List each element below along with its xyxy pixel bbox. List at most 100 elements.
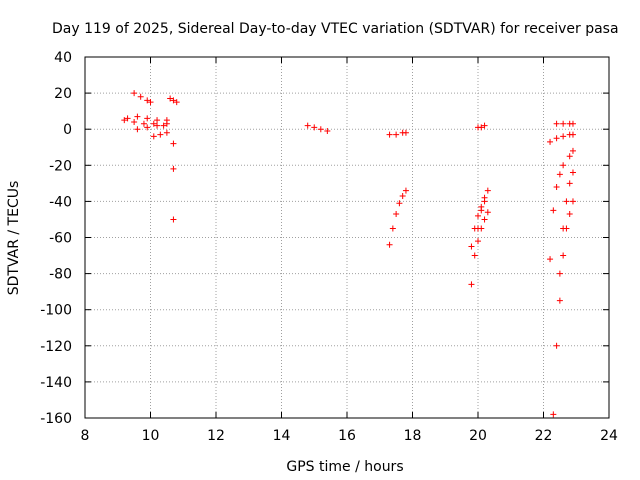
data-point [311, 124, 318, 131]
data-point [556, 270, 563, 277]
y-tick-label: -80 [49, 267, 72, 283]
data-point [154, 117, 161, 124]
series-pass-14 [475, 209, 491, 245]
x-tick-labels: 8 10 12 14 16 18 20 22 24 [81, 428, 618, 444]
data-point [484, 209, 491, 216]
data-point [478, 203, 485, 210]
data-point [134, 113, 141, 120]
data-point [569, 131, 576, 138]
x-tick-label: 16 [338, 428, 356, 444]
data-point [170, 140, 177, 147]
data-point [560, 133, 567, 140]
data-point [563, 225, 570, 232]
data-point [317, 126, 324, 133]
data-point [569, 120, 576, 127]
data-point [569, 169, 576, 176]
data-point [154, 122, 161, 129]
data-point [481, 122, 488, 129]
x-tick-label: 20 [469, 428, 487, 444]
series-pass-11 [475, 122, 488, 131]
data-point [560, 252, 567, 259]
data-point [173, 99, 180, 106]
data-point [393, 211, 400, 218]
data-point [471, 252, 478, 259]
y-tick-label: -100 [40, 303, 72, 319]
data-point [144, 115, 151, 122]
data-point [553, 183, 560, 190]
data-point [170, 216, 177, 223]
data-point [475, 238, 481, 245]
x-tick-label: 22 [535, 428, 553, 444]
data-point [167, 95, 174, 102]
data-point [566, 211, 573, 218]
series-pass-05 [150, 129, 170, 140]
data-point [566, 153, 573, 160]
data-point [402, 129, 409, 136]
series-pass-09 [386, 129, 409, 138]
series-pass-19 [556, 198, 576, 304]
data-point [140, 120, 147, 127]
data-point [550, 411, 557, 418]
x-tick-label: 10 [142, 428, 160, 444]
chart-title: Day 119 of 2025, Sidereal Day-to-day VTE… [52, 21, 619, 37]
series-pass-10 [386, 187, 409, 248]
data-point [150, 120, 157, 127]
series-pass-04 [134, 120, 170, 133]
data-point [566, 180, 573, 187]
data-point [150, 133, 157, 140]
data-point [560, 120, 567, 127]
y-tick-label: 0 [63, 122, 72, 138]
data-point [481, 198, 488, 205]
series-pass-15 [547, 131, 576, 145]
data-point [386, 131, 393, 138]
series-pass-06 [167, 95, 180, 106]
data-point [124, 115, 131, 122]
x-tick-label: 18 [404, 428, 422, 444]
grid [85, 57, 609, 418]
data-point [402, 187, 409, 194]
data-point [484, 187, 491, 194]
data-point [163, 129, 170, 136]
y-tick-label: -120 [40, 339, 72, 355]
x-tick-label: 12 [207, 428, 225, 444]
data-point [134, 126, 141, 133]
data-point [556, 297, 563, 304]
data-point [553, 120, 560, 127]
data-point [131, 118, 138, 125]
series-pass-08 [304, 122, 331, 135]
series-pass-18 [550, 169, 576, 418]
y-tick-labels: 40 20 0 -20 -40 -60 -80 -100 -120 -140 -160 [40, 50, 72, 427]
data-point [144, 97, 151, 104]
x-tick-label: 24 [600, 428, 618, 444]
data-point [468, 243, 475, 250]
data-point [481, 216, 488, 223]
y-axis-title: SDTVAR / TECUs [6, 181, 22, 296]
y-tick-label: 40 [54, 50, 72, 66]
data-point [553, 135, 560, 142]
data-point [569, 147, 576, 154]
data-point [569, 198, 576, 205]
data-point [475, 212, 481, 219]
data-point [324, 128, 331, 135]
x-axis-title: GPS time / hours [286, 459, 403, 475]
data-point [131, 90, 138, 97]
data-point [137, 93, 144, 100]
series-pass-16 [553, 120, 576, 127]
series-pass-02 [131, 90, 154, 106]
data-point [386, 241, 393, 248]
data-point [389, 225, 396, 232]
data-point [170, 165, 177, 172]
data-point [553, 342, 560, 349]
x-tick-label: 14 [273, 428, 291, 444]
x-tick-label: 8 [81, 428, 90, 444]
data-point [157, 131, 164, 138]
data-point [147, 99, 154, 106]
data-point [556, 171, 563, 178]
data-point [547, 256, 554, 263]
data-point [121, 117, 128, 124]
data-point [399, 192, 406, 199]
data-point [471, 225, 478, 232]
data-point [170, 97, 177, 104]
series-pass-07 [170, 140, 177, 223]
